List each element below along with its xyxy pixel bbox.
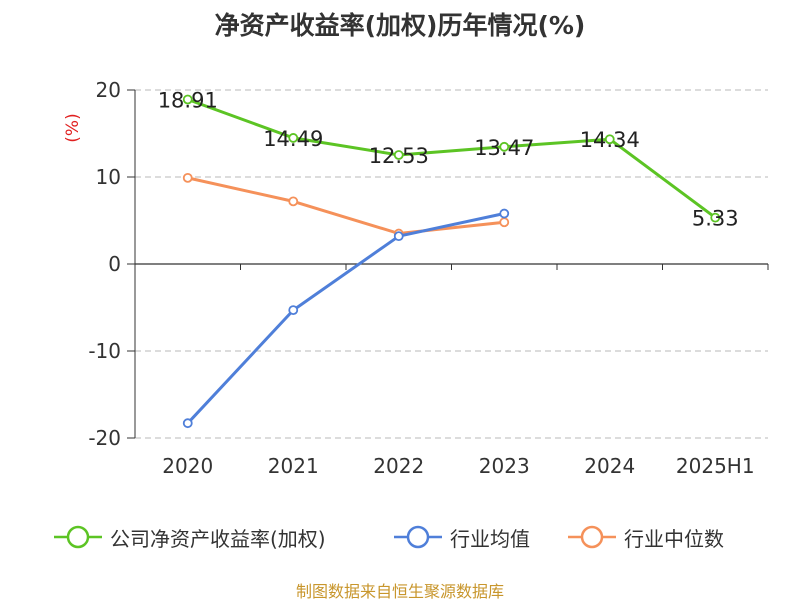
x-tick-label: 2024 — [584, 454, 635, 478]
x-tick-label: 2020 — [162, 454, 213, 478]
line-chart: 20 10 0 -10 -20 (%) 2020 2021 2022 2023 2024 2025H1… — [63, 78, 769, 478]
series-line — [186, 212, 506, 425]
legend-label: 公司净资产收益率(加权) — [110, 526, 326, 551]
y-tick-label: 20 — [96, 78, 121, 102]
legend-item[interactable]: 公司净资产收益率(加权) — [52, 520, 326, 554]
data-point — [393, 150, 404, 160]
data-point — [288, 133, 299, 143]
data-label: 14.49 — [263, 127, 323, 151]
legend-line-icon — [394, 525, 442, 549]
data-point — [604, 134, 615, 145]
data-point — [182, 94, 193, 105]
data-label: 13.47 — [474, 136, 534, 160]
legend-label: 行业均值 — [450, 526, 530, 551]
series-line — [186, 176, 506, 235]
data-point — [288, 305, 299, 316]
data-point — [182, 418, 193, 429]
data-label: 5.33 — [692, 207, 739, 231]
data-point — [182, 172, 193, 183]
series-line — [186, 98, 717, 220]
x-tick-label: 2021 — [268, 454, 319, 478]
legend-item[interactable]: 行业中位数 — [566, 520, 724, 554]
y-tick-label: -20 — [88, 426, 121, 450]
legend-label: 行业中位数 — [624, 526, 724, 551]
data-label: 18.91 — [158, 88, 218, 112]
legend: 公司净资产收益率(加权) 行业均值 行业中位数 — [0, 520, 800, 554]
legend-line-icon — [54, 525, 102, 549]
x-tick-label: 2022 — [373, 454, 424, 478]
legend-item[interactable]: 行业均值 — [392, 520, 530, 554]
x-tick-label: 2025H1 — [676, 454, 755, 478]
y-tick-label: 0 — [108, 252, 121, 276]
x-tick-label: 2023 — [479, 454, 530, 478]
data-point — [499, 141, 510, 152]
data-point — [393, 231, 404, 242]
data-point — [288, 196, 299, 207]
y-tick-label: -10 — [88, 339, 121, 363]
chart-title: 净资产收益率(加权)历年情况(%) — [214, 11, 586, 40]
data-label: 14.34 — [580, 128, 640, 152]
y-axis-label: (%) — [63, 113, 83, 142]
data-point — [499, 208, 510, 219]
data-point — [710, 212, 721, 223]
data-label: 12.53 — [369, 144, 429, 168]
legend-line-icon — [568, 525, 616, 549]
data-point — [499, 217, 510, 228]
y-tick-label: 10 — [96, 165, 121, 189]
data-source-note: 制图数据来自恒生聚源数据库 — [295, 582, 504, 601]
